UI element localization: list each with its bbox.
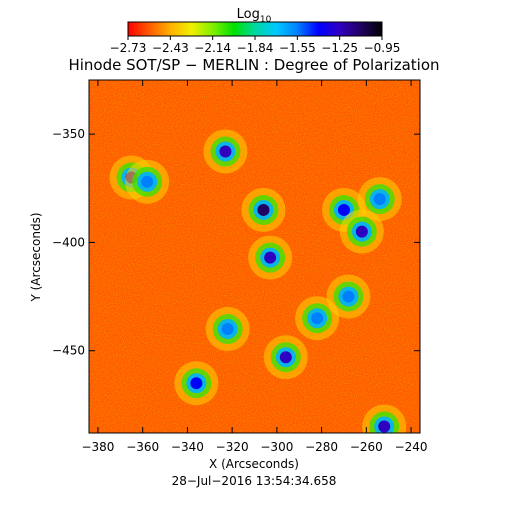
colorbar-ticks: −2.73 −2.43 −2.14 −1.84 −1.55 −1.25 −0.95 [110,36,401,55]
region-core [219,145,231,157]
colorbar-tick-label: −1.25 [321,41,358,55]
y-tick-label: −350 [52,127,85,141]
plot-area: −380 −360 −340 −320 −300 −280 −260 −240 −350 −40… [52,80,428,454]
region-core [378,421,390,433]
y-tick-label: −400 [52,235,85,249]
x-tick-label: −340 [171,440,204,454]
x-tick-label: −280 [305,440,338,454]
colorbar-tick-label: −2.43 [152,41,189,55]
x-tick-label: −300 [260,440,293,454]
region-core [356,226,368,238]
region-core [374,193,386,205]
colorbar-tick-label: −0.95 [364,41,401,55]
x-axis-label: X (Arcseconds) [209,457,299,471]
colorbar: Log10 −2.73 −2.43 −2.14 −1.84 −1.55 −1.25 −0.9… [110,7,401,55]
region-core [190,377,202,389]
y-axis-label: Y (Arcseconds) [29,212,43,302]
region-core [338,204,350,216]
x-tick-label: −360 [126,440,159,454]
timestamp: 28−Jul−2016 13:54:34.658 [172,474,337,488]
y-tick-label: −450 [52,344,85,358]
region-core [141,176,153,188]
region-core [257,204,269,216]
x-tick-label: −380 [81,440,114,454]
colorbar-tick-label: −2.14 [194,41,231,55]
x-tick-label: −260 [350,440,383,454]
x-tick-label: −320 [216,440,249,454]
x-tick-label: −240 [395,440,428,454]
region-core [311,312,323,324]
colorbar-gradient [128,22,382,36]
region-core [264,252,276,264]
chart-title: Hinode SOT/SP − MERLIN : Degree of Polar… [68,56,439,74]
colorbar-tick-label: −1.55 [279,41,316,55]
colorbar-tick-label: −2.73 [110,41,147,55]
region-core [342,291,354,303]
region-core [280,351,292,363]
region-core [222,323,234,335]
colorbar-tick-label: −1.84 [237,41,274,55]
